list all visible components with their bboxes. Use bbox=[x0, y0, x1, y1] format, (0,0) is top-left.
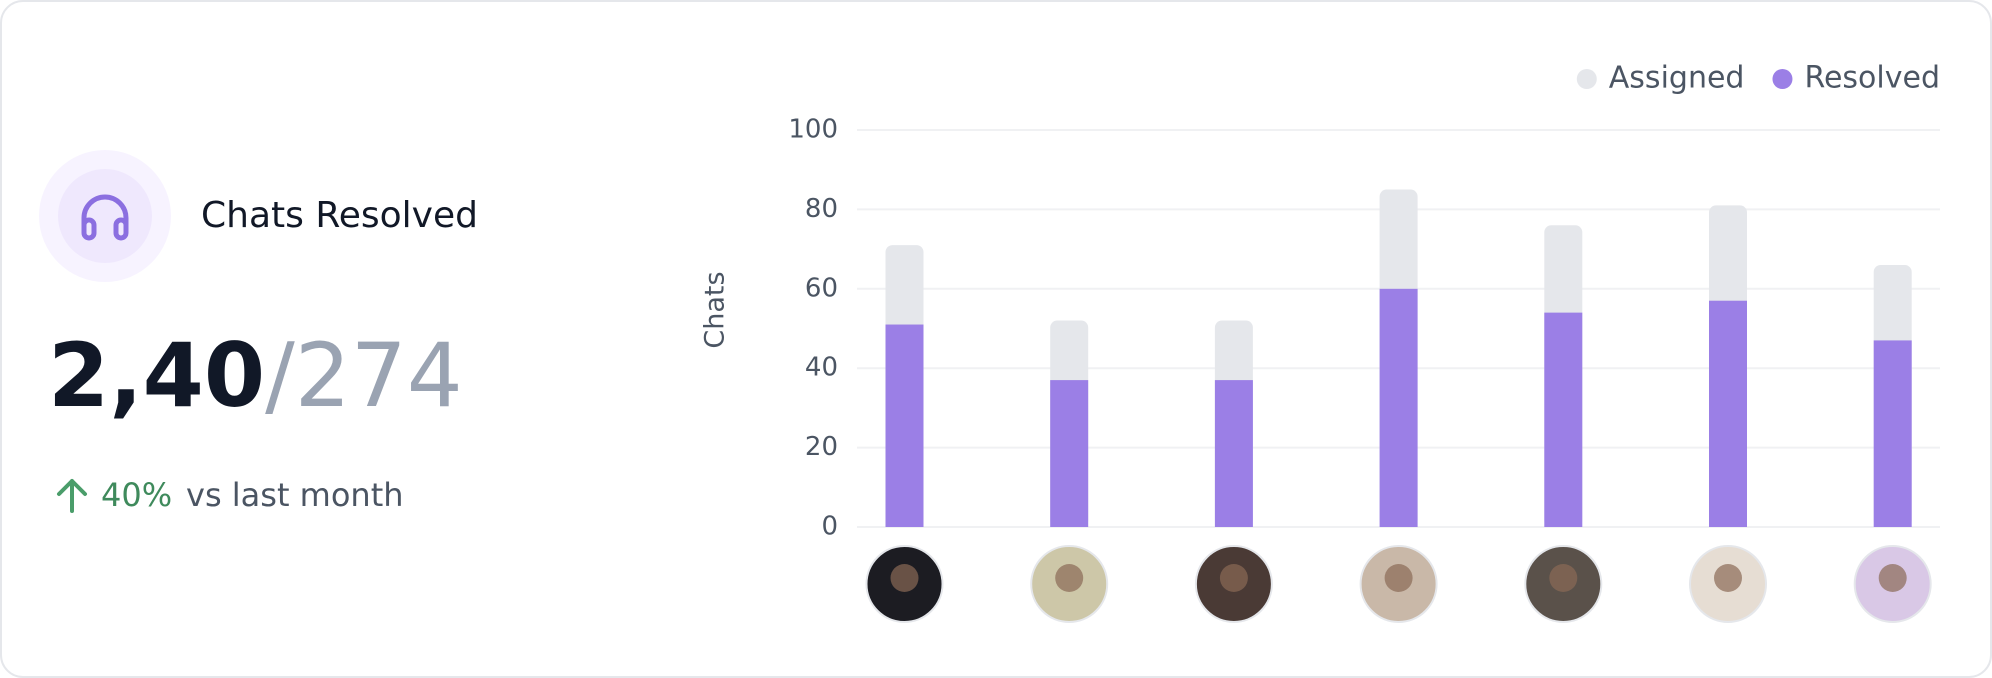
avatar-face bbox=[1549, 564, 1578, 592]
avatar-face bbox=[1219, 564, 1248, 592]
change-value: 40% bbox=[101, 476, 172, 514]
avatar-face bbox=[890, 564, 919, 592]
y-tick-label: 20 bbox=[805, 432, 838, 462]
y-tick-label: 80 bbox=[805, 194, 838, 224]
legend-marker bbox=[1576, 69, 1597, 89]
avatar-face bbox=[1714, 564, 1742, 592]
y-tick-label: 60 bbox=[805, 273, 838, 303]
bar bbox=[1214, 380, 1253, 527]
bar bbox=[1709, 300, 1747, 527]
icon-inner bbox=[58, 169, 152, 263]
stat-value: 2,40 bbox=[48, 324, 265, 427]
stat-total: /274 bbox=[265, 324, 463, 427]
y-tick-label: 40 bbox=[805, 353, 838, 383]
y-tick-label: 0 bbox=[821, 512, 838, 542]
bar bbox=[885, 324, 924, 527]
bar bbox=[1050, 380, 1089, 527]
y-axis-title: Chats bbox=[700, 271, 731, 348]
legend-marker bbox=[1772, 69, 1793, 89]
avatar-face bbox=[1384, 564, 1413, 592]
headphones-icon bbox=[81, 194, 129, 241]
up-arrow bbox=[57, 479, 87, 513]
legend-label: Assigned bbox=[1609, 61, 1745, 96]
bar bbox=[1544, 312, 1583, 527]
bar bbox=[1873, 340, 1912, 527]
change-note: vs last month bbox=[186, 476, 404, 514]
stat-value: 2,40/274 bbox=[48, 324, 463, 427]
avatar-face bbox=[1055, 564, 1084, 592]
legend-label: Resolved bbox=[1804, 61, 1940, 96]
card-title: Chats Resolved bbox=[201, 195, 478, 236]
avatar-face bbox=[1878, 564, 1907, 592]
bar bbox=[1379, 288, 1418, 527]
y-tick-label: 100 bbox=[788, 115, 838, 145]
